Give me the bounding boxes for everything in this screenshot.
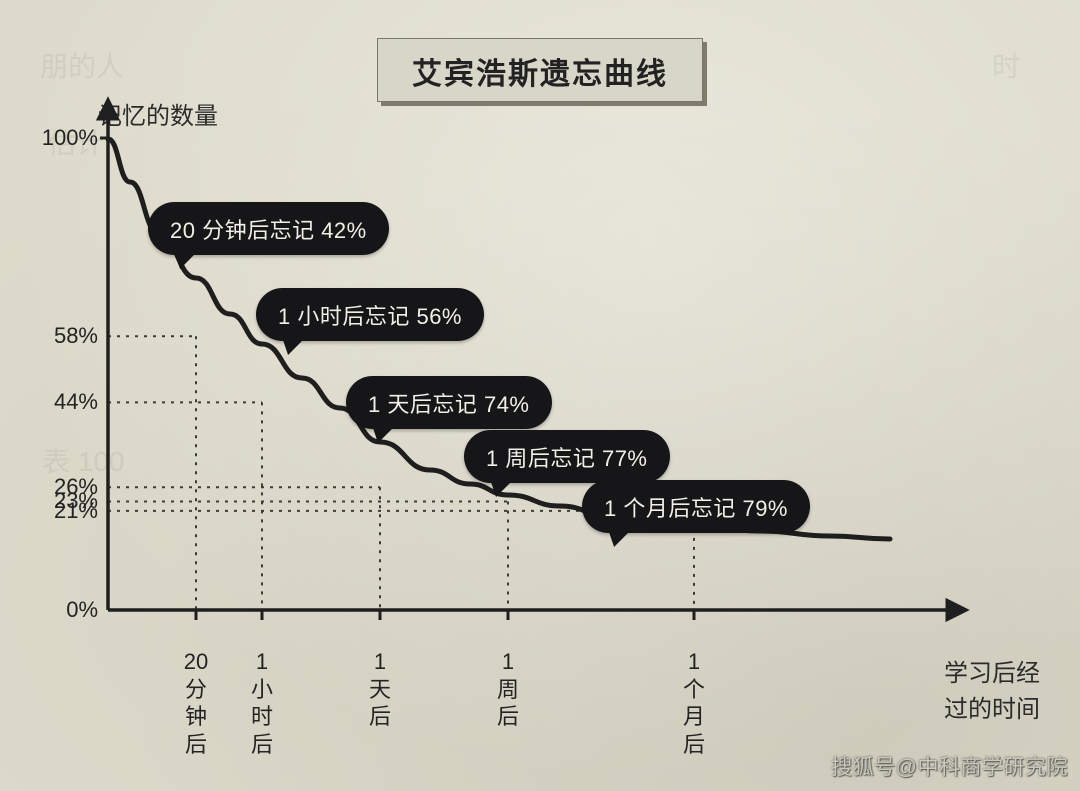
x-tick-label: 20分钟后 (182, 648, 210, 758)
y-tick-label: 21% (54, 498, 98, 524)
callout-bubble: 1 周后忘记 77% (464, 430, 670, 483)
y-tick-label: 44% (54, 389, 98, 415)
x-tick-label: 1天后 (366, 648, 394, 731)
callout-bubble: 1 个月后忘记 79% (582, 480, 810, 533)
watermark: 搜狐号@中科商学研究院 (831, 751, 1068, 781)
x-tick-label: 1周后 (494, 648, 522, 731)
callout-bubble: 1 天后忘记 74% (346, 376, 552, 429)
y-tick-label: 58% (54, 323, 98, 349)
y-tick-label: 0% (66, 597, 98, 623)
y-tick-label: 100% (42, 125, 98, 151)
x-tick-label: 1个月后 (680, 648, 708, 758)
callout-bubble: 20 分钟后忘记 42% (148, 202, 389, 255)
x-tick-label: 1小时后 (248, 648, 276, 758)
callout-bubble: 1 小时后忘记 56% (256, 288, 484, 341)
